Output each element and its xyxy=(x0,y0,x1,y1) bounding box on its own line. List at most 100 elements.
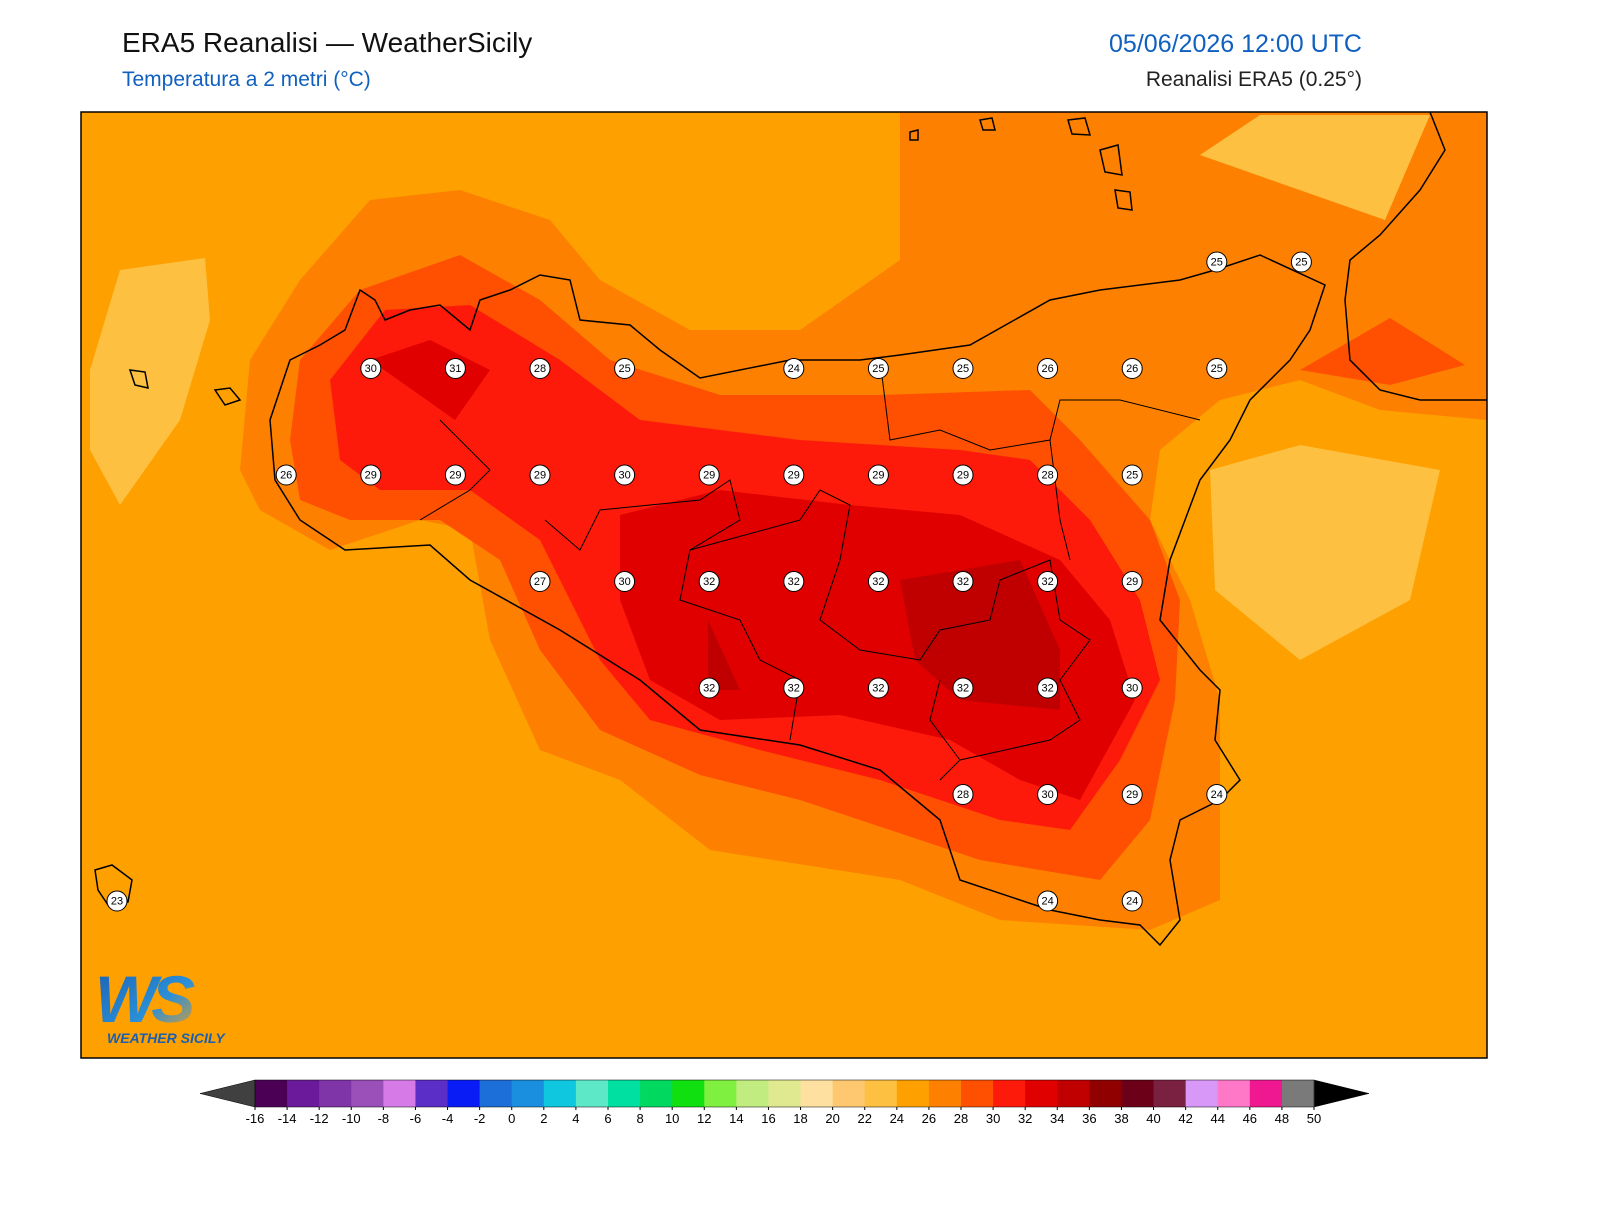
station-value: 26 xyxy=(1126,363,1138,375)
station-value: 25 xyxy=(1211,363,1223,375)
station-value: 32 xyxy=(703,576,715,588)
station-marker xyxy=(1206,251,1228,273)
contour xyxy=(90,258,210,505)
colorbar-label: 42 xyxy=(1178,1111,1192,1126)
colorbar-label: 16 xyxy=(761,1111,775,1126)
colorbar-box xyxy=(351,1080,384,1107)
station-value: 25 xyxy=(618,363,630,375)
colorbar-label: 4 xyxy=(572,1111,579,1126)
station-marker xyxy=(867,358,889,379)
colorbar-label: -6 xyxy=(410,1111,422,1126)
station-marker xyxy=(1121,571,1143,592)
colorbar-label: -10 xyxy=(342,1111,361,1126)
colorbar-label: 26 xyxy=(922,1111,936,1126)
station: 25 xyxy=(867,358,889,379)
station-marker xyxy=(614,464,636,486)
station: 30 xyxy=(1121,677,1143,699)
station-marker xyxy=(1037,571,1059,592)
station: 27 xyxy=(529,571,551,592)
station: 32 xyxy=(952,571,974,592)
station-marker xyxy=(867,571,889,592)
station-value: 26 xyxy=(280,470,292,482)
station-marker xyxy=(444,464,466,486)
colorbar-box xyxy=(1249,1080,1283,1107)
contour xyxy=(1200,115,1430,220)
colorbar-label: -12 xyxy=(310,1111,329,1126)
station-marker xyxy=(783,677,805,699)
station-value: 25 xyxy=(872,363,884,375)
logo-caption: WEATHER SICILY xyxy=(107,1030,226,1046)
station-value: 25 xyxy=(1211,257,1223,269)
colorbar-label: -8 xyxy=(378,1111,390,1126)
station: 24 xyxy=(1121,890,1143,912)
station: 25 xyxy=(952,358,974,379)
station-marker xyxy=(275,464,297,486)
station: 32 xyxy=(698,571,720,592)
station: 25 xyxy=(1290,251,1312,273)
station: 29 xyxy=(698,464,720,486)
station: 28 xyxy=(952,784,974,805)
subtitle: Temperatura a 2 metri (°C) xyxy=(122,68,371,91)
colorbar-label: 28 xyxy=(954,1111,968,1126)
contour xyxy=(1300,318,1465,385)
logo-text: WS xyxy=(95,962,195,1036)
station-value: 25 xyxy=(1126,470,1138,482)
station-value: 32 xyxy=(957,576,969,588)
station: 29 xyxy=(444,464,466,486)
station: 23 xyxy=(106,890,128,912)
station-value: 28 xyxy=(1041,470,1053,482)
contour xyxy=(1210,445,1440,660)
colorbar-box xyxy=(543,1080,577,1107)
colorbar-box xyxy=(1089,1080,1122,1107)
station-marker xyxy=(529,464,551,486)
colorbar-box xyxy=(1121,1080,1154,1107)
station-value: 30 xyxy=(618,470,630,482)
colorbar-box xyxy=(1057,1080,1090,1107)
station-value: 24 xyxy=(1211,789,1223,801)
station-value: 31 xyxy=(449,363,461,375)
colorbar-label: 2 xyxy=(540,1111,547,1126)
island xyxy=(128,369,149,389)
colorbar-box xyxy=(447,1080,481,1107)
station: 26 xyxy=(1121,358,1143,379)
station-marker xyxy=(1206,784,1228,805)
colorbar-box xyxy=(993,1080,1026,1107)
station-marker xyxy=(867,464,889,486)
colorbar-label: -14 xyxy=(278,1111,297,1126)
station: 24 xyxy=(1037,890,1059,912)
colorbar-label: 18 xyxy=(793,1111,807,1126)
colorbar-label: -4 xyxy=(442,1111,454,1126)
station-value: 32 xyxy=(872,683,884,695)
station: 29 xyxy=(783,464,805,486)
station-value: 24 xyxy=(1126,896,1138,908)
station-value: 26 xyxy=(1041,363,1053,375)
station-marker xyxy=(952,358,974,379)
station-marker xyxy=(698,571,720,592)
colorbar-box xyxy=(383,1080,416,1107)
colorbar-label: 12 xyxy=(697,1111,711,1126)
station-marker xyxy=(783,358,805,379)
station-value: 32 xyxy=(872,576,884,588)
colorbar-box xyxy=(608,1080,641,1107)
station: 32 xyxy=(1037,677,1059,699)
colorbar-label: 8 xyxy=(636,1111,643,1126)
station-value: 27 xyxy=(534,576,546,588)
station-value: 25 xyxy=(1295,257,1307,269)
station-marker xyxy=(952,677,974,699)
station-value: 32 xyxy=(1041,683,1053,695)
colorbar-label: 32 xyxy=(1018,1111,1032,1126)
station-marker xyxy=(952,571,974,592)
contour xyxy=(900,560,1060,710)
station-marker xyxy=(1121,890,1143,912)
station-value: 30 xyxy=(1041,789,1053,801)
contour xyxy=(708,620,740,690)
station: 32 xyxy=(783,571,805,592)
station-marker xyxy=(783,571,805,592)
colorbar-label: 6 xyxy=(604,1111,611,1126)
station-value: 25 xyxy=(957,363,969,375)
colorbar-label: -2 xyxy=(474,1111,486,1126)
station: 29 xyxy=(529,464,551,486)
map-frame xyxy=(80,111,1488,1059)
station-value: 24 xyxy=(788,363,800,375)
